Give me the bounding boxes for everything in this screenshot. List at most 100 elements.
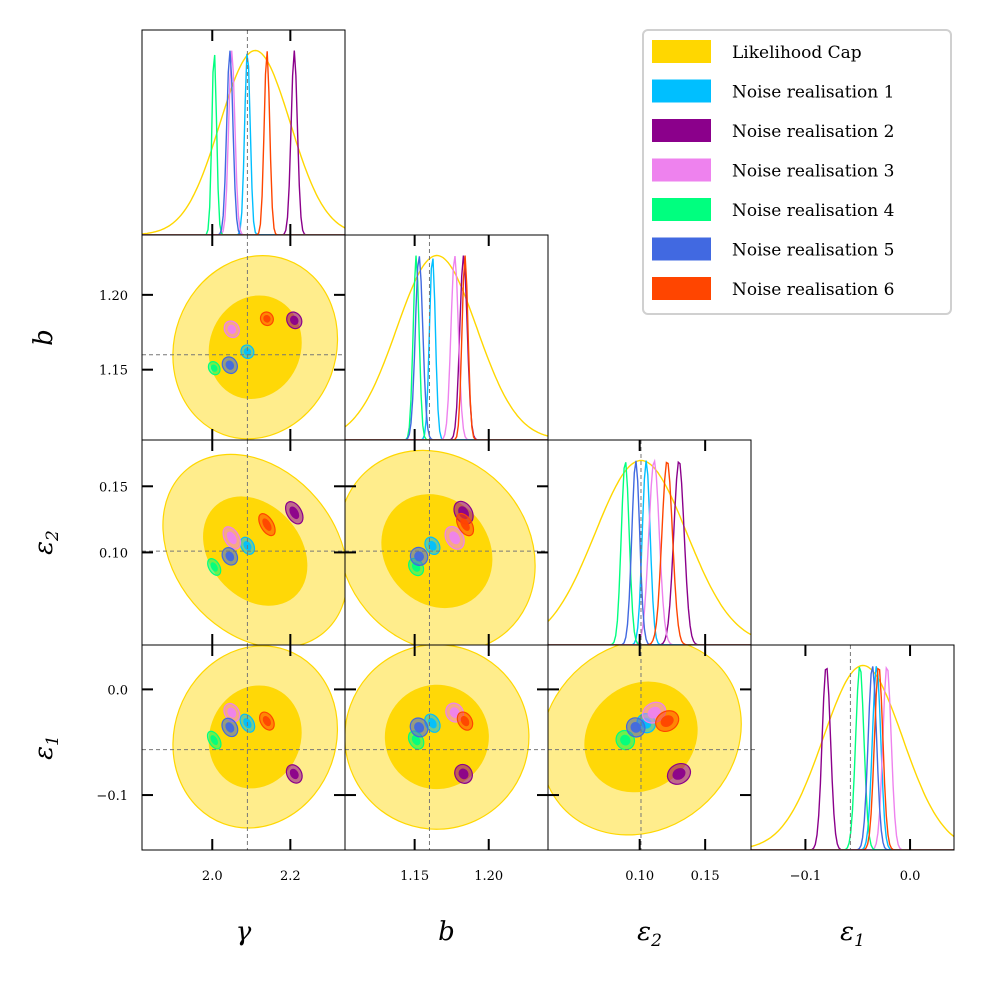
density-eps1-series-2 xyxy=(751,666,954,850)
density-b-series-2 xyxy=(345,258,548,440)
legend-swatch-4 xyxy=(652,158,711,182)
tick-labels: 2.0 2.2 1.15 1.20 0.10 0.15 −0.1 0.0 1.15 1.20 0.1… xyxy=(96,289,920,884)
y-tick-label-eps1: 0.0 xyxy=(107,683,128,698)
panel-content xyxy=(345,645,548,850)
density-eps2-series-7 xyxy=(548,461,751,645)
density-eps2-series-6 xyxy=(548,460,751,645)
x-tick-label-eps1: −0.1 xyxy=(790,869,822,884)
y-axis-label-sub: 2 xyxy=(43,530,63,542)
panel-content xyxy=(142,645,345,850)
x-tick-label-b: 1.15 xyxy=(400,869,429,884)
density-eps1-series-6 xyxy=(751,666,954,850)
panel-content xyxy=(751,645,954,850)
contour-68-eps1-gamma-series-6 xyxy=(225,722,235,733)
legend-label-4: Noise realisation 3 xyxy=(732,162,894,182)
x-axis-label-b: b xyxy=(438,917,455,947)
contour-68-eps2-b-series-4 xyxy=(449,531,461,545)
legend-label-1: Likelihood Cap xyxy=(732,43,862,63)
x-tick-label-eps2: 0.15 xyxy=(691,869,720,884)
panel-eps2-vs-gamma xyxy=(141,439,346,646)
contour-68-eps2-b-series-6 xyxy=(414,551,424,562)
panel-eps2-vs-eps2 xyxy=(547,439,752,646)
panel-eps1-vs-b xyxy=(344,644,549,851)
x-tick-label-gamma: 2.2 xyxy=(280,869,301,884)
y-tick-label-eps2: 0.15 xyxy=(99,480,128,495)
contour-68-eps2-gamma-series-3 xyxy=(289,506,300,520)
x-tick-label-gamma: 2.0 xyxy=(202,869,223,884)
panel-content xyxy=(345,440,548,645)
x-tick-label-eps2: 0.10 xyxy=(625,869,654,884)
panel-eps1-vs-eps1 xyxy=(750,644,955,851)
contour-68-eps1-eps2-series-3 xyxy=(672,768,686,780)
x-axis-label-sub: 2 xyxy=(650,931,662,951)
panel-frame xyxy=(750,644,955,851)
contour-68-eps1-b-series-7 xyxy=(460,715,470,727)
contour-68-eps2-b-series-7 xyxy=(460,518,470,531)
legend-swatch-3 xyxy=(652,119,711,142)
contour-68-b-gamma-series-7 xyxy=(263,314,271,323)
contour-68-eps1-gamma-series-7 xyxy=(262,715,272,727)
panel-content xyxy=(142,440,345,645)
x-axis-label-sub: 1 xyxy=(854,931,865,951)
panel-b-vs-gamma xyxy=(141,234,346,441)
density-b-series-4 xyxy=(345,256,548,440)
contour-68-eps1-gamma-series-3 xyxy=(289,768,299,780)
contour-68-eps1-eps2-series-4 xyxy=(647,706,661,719)
legend-swatch-6 xyxy=(652,237,711,261)
contour-68-eps1-gamma-series-4 xyxy=(227,707,237,718)
y-tick-label-eps2: 0.10 xyxy=(99,546,128,561)
contour-68-b-gamma-series-4 xyxy=(227,324,237,334)
legend-label-3: Noise realisation 2 xyxy=(732,122,894,142)
contour-68-eps1-b-series-3 xyxy=(458,768,469,780)
legend-label-2: Noise realisation 1 xyxy=(732,83,894,103)
contour-68-b-gamma-series-5 xyxy=(210,364,218,372)
panel-content xyxy=(142,235,345,440)
y-tick-label-eps1: −0.1 xyxy=(96,789,128,804)
legend: Likelihood Cap Noise realisation 1 Noise r… xyxy=(642,29,952,315)
panels xyxy=(141,29,955,851)
legend-swatch-2 xyxy=(652,79,711,103)
panel-eps1-vs-eps2 xyxy=(547,644,755,851)
y-tick-label-b: 1.15 xyxy=(99,364,128,379)
contour-68-eps1-b-series-6 xyxy=(414,722,425,733)
density-gamma-series-2 xyxy=(142,53,345,235)
legend-swatch-7 xyxy=(652,277,711,300)
contour-68-eps1-eps2-series-6 xyxy=(630,721,641,733)
density-eps2-series-3 xyxy=(548,460,751,645)
density-eps1-series-3 xyxy=(751,667,954,850)
density-eps1-series-5 xyxy=(751,666,954,850)
panel-content xyxy=(548,440,751,645)
x-tick-label-b: 1.20 xyxy=(474,869,503,884)
contour-68-eps2-gamma-series-7 xyxy=(262,518,272,531)
contour-68-eps1-eps2-series-7 xyxy=(660,715,674,727)
legend-label-7: Noise realisation 6 xyxy=(732,280,894,300)
contour-68-eps2-b-series-2 xyxy=(428,540,437,551)
contour-68-b-gamma-series-6 xyxy=(225,360,235,370)
contour-68-eps1-b-series-2 xyxy=(428,718,437,729)
contour-68-eps2-gamma-series-5 xyxy=(210,562,218,572)
x-tick-label-eps1: 0.0 xyxy=(900,869,921,884)
density-b-series-6 xyxy=(345,256,548,440)
density-b-series-5 xyxy=(345,255,548,440)
x-axis-label-eps1: ε1 xyxy=(840,917,865,951)
density-eps1-series-4 xyxy=(751,665,954,850)
density-eps1-series-7 xyxy=(751,667,954,850)
density-b-series-3 xyxy=(345,255,548,440)
contour-68-eps1-b-series-4 xyxy=(449,707,460,718)
y-axis-label-eps1: ε1 xyxy=(29,735,63,760)
density-b-series-1 xyxy=(345,254,548,437)
density-gamma-series-1 xyxy=(142,49,345,235)
y-axis-label-eps2: ε2 xyxy=(29,530,63,555)
density-eps1-series-1 xyxy=(751,664,954,848)
density-b-series-7 xyxy=(345,255,548,440)
contour-68-b-gamma-series-2 xyxy=(243,347,252,356)
legend-label-6: Noise realisation 5 xyxy=(732,241,894,261)
panel-eps2-vs-b xyxy=(344,439,549,646)
panel-frame xyxy=(344,234,549,441)
contour-68-eps1-b-series-5 xyxy=(411,734,421,746)
x-axis-label-gamma: γ xyxy=(236,917,252,947)
y-axis-label-b: b xyxy=(29,329,59,346)
y-tick-label-b: 1.20 xyxy=(99,289,128,304)
contour-68-eps2-gamma-series-6 xyxy=(225,551,235,562)
